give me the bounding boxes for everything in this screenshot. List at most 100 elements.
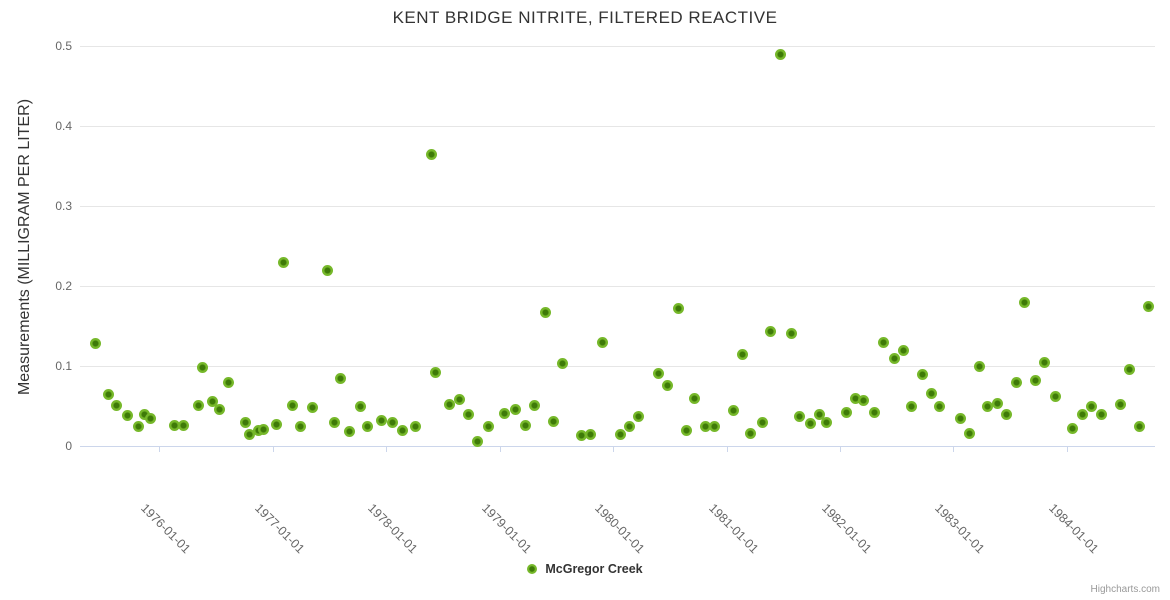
data-point[interactable] [103,388,115,400]
data-point[interactable] [1050,390,1062,402]
data-point[interactable] [207,395,219,407]
data-point[interactable] [992,398,1004,410]
data-point[interactable] [982,400,994,412]
data-point[interactable] [529,399,541,411]
data-point[interactable] [277,256,289,268]
data-point[interactable] [933,401,945,413]
data-point[interactable] [397,425,409,437]
data-point[interactable] [709,420,720,432]
legend-item-mcgregor-creek[interactable]: McGregor Creek [0,562,1170,576]
data-point[interactable] [271,418,283,430]
data-point[interactable] [1085,400,1097,412]
data-point[interactable] [700,420,712,432]
data-point[interactable] [443,398,455,410]
data-point[interactable] [954,412,966,424]
data-point[interactable] [916,369,928,381]
data-point[interactable] [222,377,234,389]
data-point[interactable] [974,360,986,372]
data-point[interactable] [681,424,693,436]
data-point[interactable] [472,435,484,447]
data-point[interactable] [376,414,388,426]
data-point[interactable] [1011,376,1023,388]
data-point[interactable] [1001,409,1013,421]
data-point[interactable] [585,429,597,441]
data-point[interactable] [906,401,918,413]
data-point[interactable] [122,410,134,422]
data-point[interactable] [192,399,204,411]
data-point[interactable] [785,327,797,339]
data-point[interactable] [596,337,608,349]
data-point[interactable] [877,336,889,348]
data-point[interactable] [306,402,318,414]
data-point[interactable] [425,148,437,160]
data-point[interactable] [462,408,474,420]
data-point[interactable] [197,362,209,374]
data-point[interactable] [813,408,825,420]
data-point[interactable] [355,401,367,413]
data-point[interactable] [858,394,869,406]
data-point[interactable] [1115,398,1127,410]
data-point[interactable] [257,423,269,435]
data-point[interactable] [214,403,226,415]
data-point[interactable] [138,408,150,420]
data-point[interactable] [1066,422,1078,434]
data-point[interactable] [90,338,102,350]
data-point[interactable] [1077,408,1089,420]
data-point[interactable] [623,421,635,433]
data-point[interactable] [1039,356,1051,368]
data-point[interactable] [1134,420,1146,432]
data-point[interactable] [737,348,749,360]
data-point[interactable] [765,326,777,338]
data-point[interactable] [576,430,588,442]
data-point[interactable] [410,421,422,433]
data-point[interactable] [727,404,739,416]
data-point[interactable] [1030,374,1042,386]
data-point[interactable] [386,417,398,429]
data-point[interactable] [145,413,157,425]
data-point[interactable] [244,429,256,441]
data-point[interactable] [661,379,673,391]
data-point[interactable] [322,264,334,276]
data-point[interactable] [689,392,701,404]
data-point[interactable] [756,416,768,428]
data-point[interactable] [1096,409,1108,421]
data-point[interactable] [1123,363,1135,375]
data-point[interactable] [335,372,347,384]
data-point[interactable] [964,427,976,439]
data-point[interactable] [556,358,568,370]
data-point[interactable] [804,418,816,430]
data-point[interactable] [614,429,626,441]
data-point[interactable] [169,419,181,431]
data-point[interactable] [454,394,466,406]
data-point[interactable] [745,427,757,439]
data-point[interactable] [850,392,862,404]
data-point[interactable] [632,410,644,422]
data-point[interactable] [344,426,356,438]
data-point[interactable] [547,415,559,427]
data-point[interactable] [295,420,307,432]
data-point[interactable] [1019,296,1031,308]
data-point[interactable] [1142,301,1154,313]
data-point[interactable] [329,417,341,429]
data-point[interactable] [821,417,833,429]
data-point[interactable] [774,48,786,60]
data-point[interactable] [519,419,531,431]
highcharts-credit-link[interactable]: Highcharts.com [1090,584,1160,595]
data-point[interactable] [510,403,522,415]
data-point[interactable] [889,352,901,364]
data-point[interactable] [361,420,373,432]
data-point[interactable] [868,406,880,418]
data-point[interactable] [499,407,511,419]
data-point[interactable] [287,399,299,411]
data-point[interactable] [672,302,684,314]
data-point[interactable] [539,306,551,318]
data-point[interactable] [926,387,938,399]
data-point[interactable] [483,421,495,433]
data-point[interactable] [793,410,805,422]
data-point[interactable] [178,419,190,431]
data-point[interactable] [841,406,853,418]
data-point[interactable] [897,344,909,356]
data-point[interactable] [110,399,122,411]
data-point[interactable] [132,421,144,433]
data-point[interactable] [652,367,664,379]
